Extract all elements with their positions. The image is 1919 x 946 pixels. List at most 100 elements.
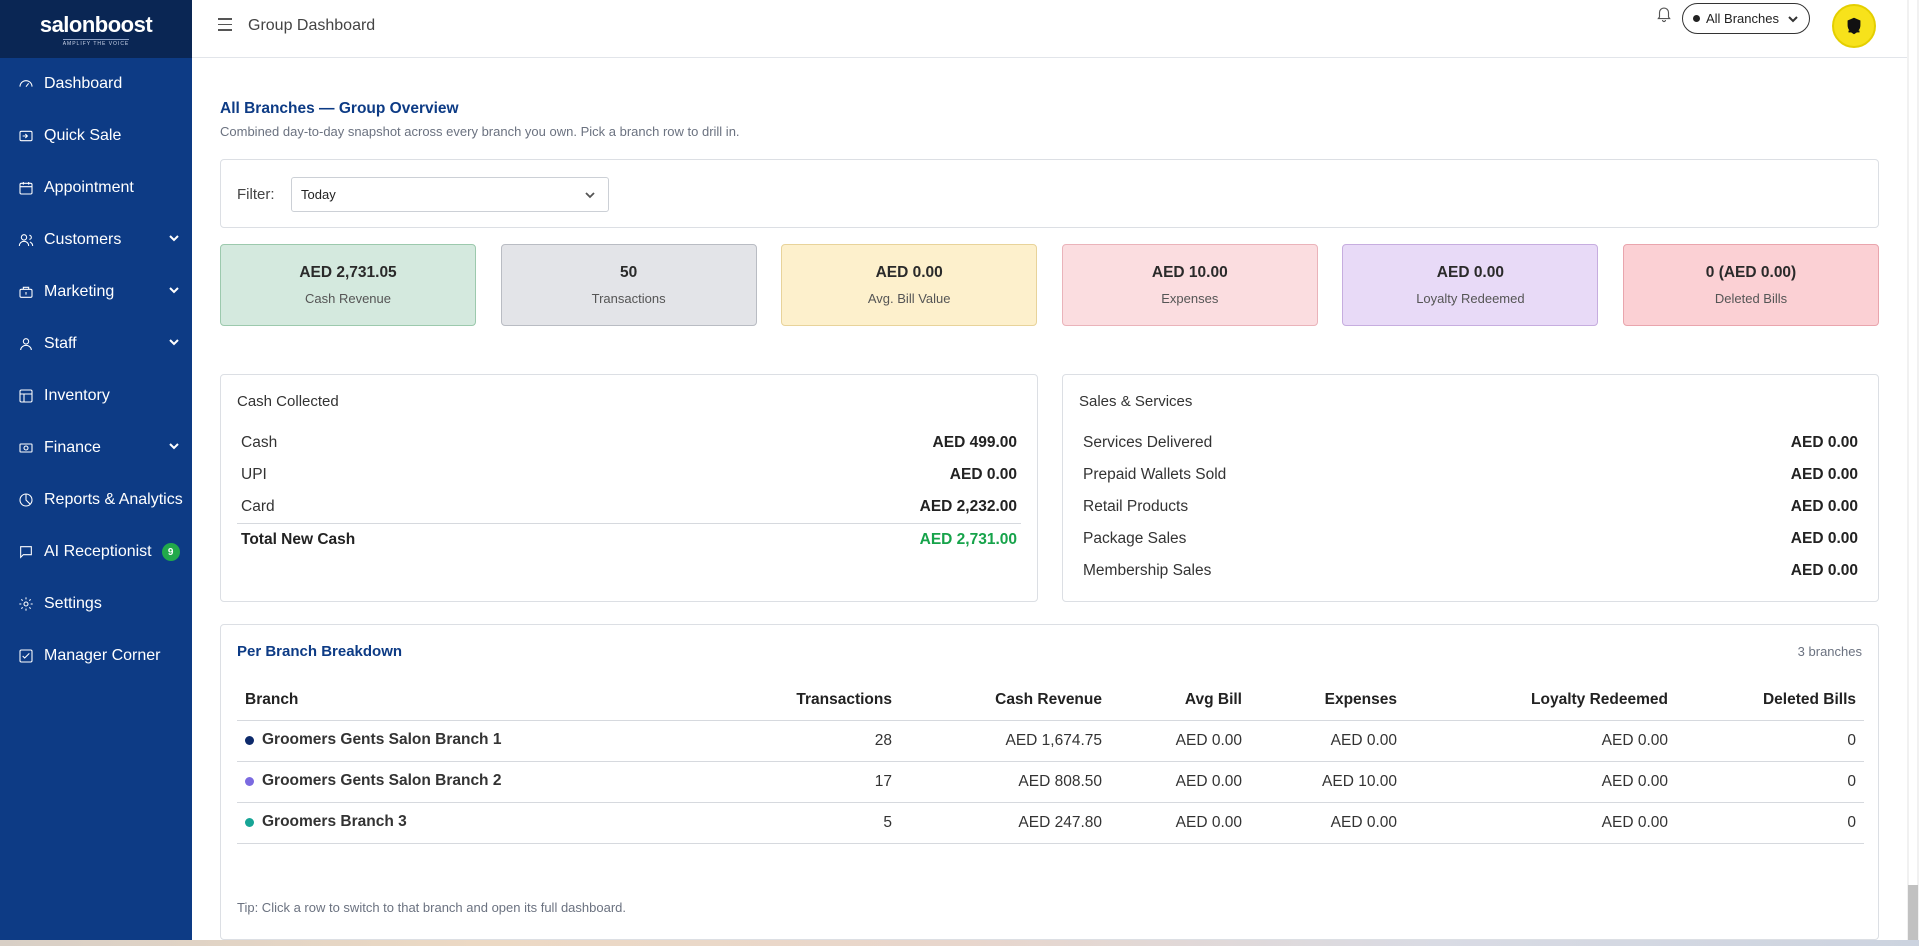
- avatar[interactable]: [1832, 4, 1876, 48]
- cash-collected-card: Cash Collected Cash AED 499.00 UPI AED 0.00…: [220, 374, 1038, 602]
- filter-select[interactable]: Today: [291, 177, 609, 212]
- sales-row-label: Retail Products: [1083, 498, 1189, 515]
- sidebar-item-quick-sale[interactable]: Quick Sale: [0, 110, 192, 162]
- sidebar-item-inventory[interactable]: Inventory: [0, 370, 192, 422]
- brand-logo[interactable]: salonboost AMPLIFY THE VOICE: [0, 0, 192, 58]
- cell-deleted: 0: [1676, 720, 1864, 762]
- marketing-icon: [18, 284, 34, 300]
- sidebar-item-label: Reports & Analytics: [44, 491, 183, 508]
- cash-row-label: Cash: [241, 434, 278, 451]
- cell-expenses: AED 0.00: [1250, 802, 1405, 844]
- cell-avg-bill: AED 0.00: [1110, 720, 1250, 762]
- shield-logo-icon: [1847, 17, 1861, 35]
- cash-row-value: AED 0.00: [949, 466, 1017, 483]
- cell-expenses: AED 10.00: [1250, 761, 1405, 803]
- cash-row: Card AED 2,232.00: [241, 491, 1017, 523]
- cell-transactions: 28: [717, 720, 900, 762]
- cell-deleted: 0: [1676, 802, 1864, 844]
- sidebar-item-ai-receptionist[interactable]: AI Receptionist 9: [0, 526, 192, 578]
- branch-name: Groomers Gents Salon Branch 2: [262, 772, 502, 790]
- sales-row-value: AED 0.00: [1790, 498, 1858, 515]
- branch-color-dot: [245, 817, 254, 827]
- total-value: AED 2,731.00: [919, 530, 1017, 548]
- chevron-down-icon: [168, 439, 180, 457]
- sidebar-item-label: Staff: [44, 335, 77, 352]
- sales-row-label: Prepaid Wallets Sold: [1083, 466, 1227, 483]
- kpi-value: 0 (AED 0.00): [1705, 264, 1797, 281]
- branch-dot-icon: [1693, 15, 1700, 22]
- overview-subtitle: Combined day-to-day snapshot across ever…: [220, 124, 740, 139]
- users-icon: [18, 232, 34, 248]
- notification-badge: 9: [161, 543, 180, 561]
- sidebar-item-reports-analytics[interactable]: Reports & Analytics: [0, 474, 192, 526]
- sales-row-value: AED 0.00: [1790, 434, 1858, 451]
- sidebar-item-dashboard[interactable]: Dashboard: [0, 58, 192, 110]
- scrollbar-thumb[interactable]: [1908, 885, 1918, 940]
- checklist-icon: [18, 648, 34, 664]
- cell-loyalty: AED 0.00: [1405, 802, 1676, 844]
- table-row[interactable]: Groomers Branch 3 5 AED 247.80 AED 0.00 AED …: [237, 802, 1864, 844]
- top-header: Group Dashboard All Branches: [192, 0, 1907, 58]
- kpi-label: Loyalty Redeemed: [1416, 291, 1525, 306]
- hamburger-menu-icon[interactable]: [218, 18, 234, 34]
- sales-row-label: Membership Sales: [1083, 562, 1212, 579]
- chevron-down-icon: [1787, 13, 1799, 28]
- scrollbar[interactable]: [1907, 0, 1919, 940]
- cash-collected-title: Cash Collected: [237, 393, 339, 410]
- column-header-expenses: Expenses: [1250, 680, 1405, 721]
- kpi-label: Deleted Bills: [1714, 291, 1788, 306]
- cash-row-value: AED 2,232.00: [919, 498, 1017, 515]
- sidebar-item-label: Settings: [44, 595, 102, 612]
- chat-icon: [18, 544, 34, 560]
- per-branch-card: Per Branch Breakdown 3 branches Branch Tr…: [220, 624, 1879, 940]
- kpi-cards: AED 2,731.05 Cash Revenue 50 Transactions AE…: [220, 244, 1879, 326]
- column-header-avg-bill: Avg Bill: [1110, 680, 1250, 721]
- table-row[interactable]: Groomers Gents Salon Branch 2 17 AED 808.5…: [237, 761, 1864, 803]
- total-new-cash-row: Total New Cash AED 2,731.00: [237, 523, 1021, 555]
- sidebar-item-label: Finance: [44, 439, 101, 456]
- branch-selector[interactable]: All Branches: [1682, 3, 1810, 34]
- sidebar-item-label: Dashboard: [44, 75, 123, 92]
- branch-cell: Groomers Gents Salon Branch 1: [237, 720, 717, 762]
- cash-row-label: UPI: [241, 466, 267, 483]
- filter-value: Today: [301, 187, 336, 202]
- cell-transactions: 5: [717, 802, 900, 844]
- page-title: Group Dashboard: [248, 17, 376, 34]
- sidebar-item-appointment[interactable]: Appointment: [0, 162, 192, 214]
- bell-icon[interactable]: [1655, 4, 1673, 24]
- table-row[interactable]: Groomers Gents Salon Branch 1 28 AED 1,674…: [237, 720, 1864, 762]
- filter-label: Filter:: [237, 186, 275, 203]
- branch-color-dot: [245, 776, 254, 786]
- sidebar-item-marketing[interactable]: Marketing: [0, 266, 192, 318]
- branch-cell: Groomers Gents Salon Branch 2: [237, 761, 717, 803]
- sales-services-title: Sales & Services: [1079, 393, 1193, 410]
- sales-row: Membership Sales AED 0.00: [1083, 555, 1858, 587]
- kpi-label: Avg. Bill Value: [867, 291, 951, 306]
- sales-row-label: Services Delivered: [1083, 434, 1213, 451]
- cell-avg-bill: AED 0.00: [1110, 761, 1250, 803]
- sidebar-item-customers[interactable]: Customers: [0, 214, 192, 266]
- branch-count: 3 branches: [1797, 644, 1862, 659]
- chevron-down-icon: [168, 231, 180, 249]
- cell-expenses: AED 0.00: [1250, 720, 1405, 762]
- per-branch-title: Per Branch Breakdown: [237, 643, 403, 660]
- sidebar-item-staff[interactable]: Staff: [0, 318, 192, 370]
- cell-cash-revenue: AED 808.50: [900, 761, 1110, 803]
- column-header-transactions: Transactions: [717, 680, 900, 721]
- sidebar-item-settings[interactable]: Settings: [0, 578, 192, 630]
- sales-row: Prepaid Wallets Sold AED 0.00: [1083, 459, 1858, 491]
- branch-selector-label: All Branches: [1706, 11, 1779, 26]
- quick-sale-icon: [18, 128, 34, 144]
- kpi-card-cash-revenue: AED 2,731.05 Cash Revenue: [220, 244, 476, 326]
- sidebar-item-label: Customers: [44, 231, 122, 248]
- branch-cell: Groomers Branch 3: [237, 802, 717, 844]
- sidebar-item-finance[interactable]: Finance: [0, 422, 192, 474]
- chevron-down-icon: [168, 335, 180, 353]
- user-icon: [18, 336, 34, 352]
- kpi-value: AED 2,731.05: [299, 264, 397, 281]
- sidebar-item-manager-corner[interactable]: Manager Corner: [0, 630, 192, 682]
- sidebar-item-label: Inventory: [44, 387, 110, 404]
- cell-transactions: 17: [717, 761, 900, 803]
- sidebar-item-label: AI Receptionist: [44, 543, 152, 560]
- bottom-strip: [0, 940, 1919, 946]
